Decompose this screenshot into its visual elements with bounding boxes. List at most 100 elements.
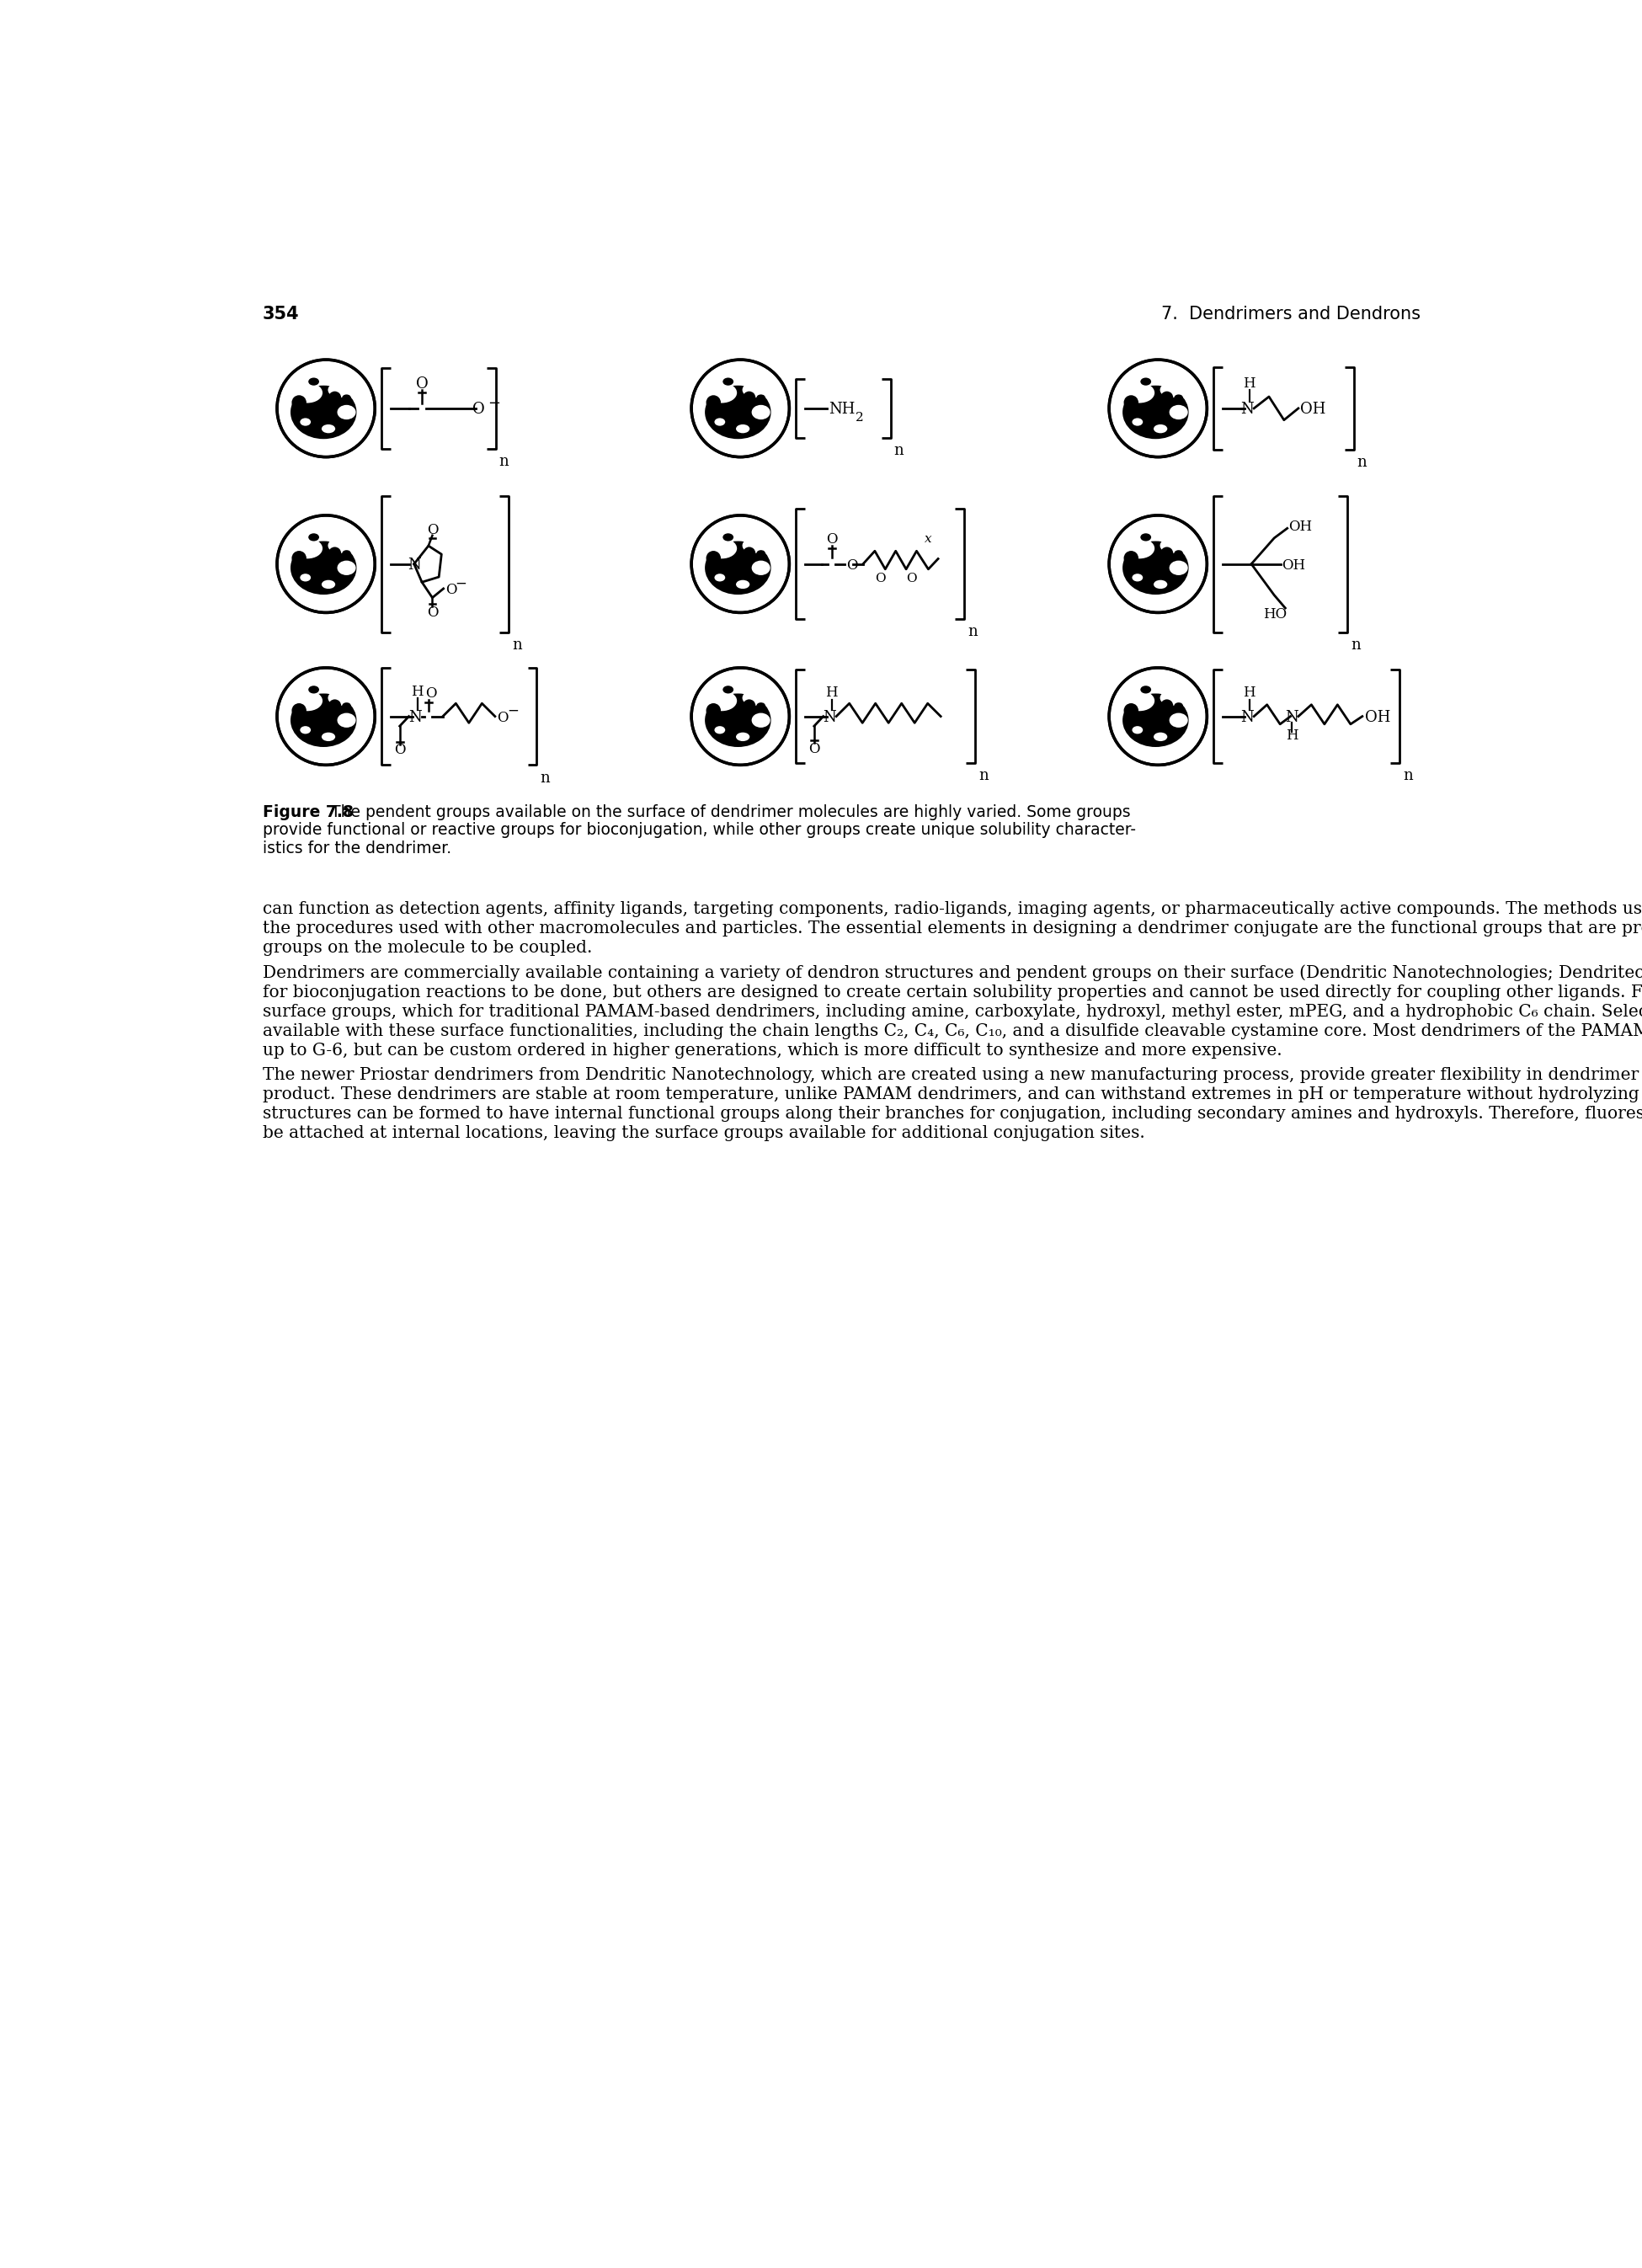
Text: O: O	[826, 533, 837, 547]
Text: n: n	[1356, 456, 1366, 469]
Ellipse shape	[1174, 551, 1182, 556]
Ellipse shape	[752, 406, 770, 420]
Circle shape	[742, 392, 755, 404]
Ellipse shape	[704, 386, 772, 440]
Circle shape	[706, 703, 721, 719]
Text: The newer Priostar dendrimers from Dendritic Nanotechnology, which are created u: The newer Priostar dendrimers from Dendr…	[263, 1068, 1642, 1084]
Text: −: −	[455, 576, 466, 590]
Circle shape	[691, 515, 790, 612]
Ellipse shape	[1131, 726, 1143, 735]
Ellipse shape	[757, 703, 765, 710]
Text: O: O	[415, 376, 429, 392]
Text: H: H	[1243, 685, 1256, 701]
Circle shape	[328, 699, 342, 712]
Ellipse shape	[328, 381, 351, 397]
Text: H: H	[410, 685, 424, 699]
Circle shape	[1123, 395, 1138, 411]
Ellipse shape	[736, 733, 750, 742]
Text: O: O	[394, 744, 406, 758]
Ellipse shape	[757, 551, 765, 556]
Text: n: n	[540, 771, 550, 785]
Text: for bioconjugation reactions to be done, but others are designed to create certa: for bioconjugation reactions to be done,…	[263, 984, 1642, 1000]
Ellipse shape	[300, 726, 310, 735]
Text: n: n	[1350, 637, 1361, 653]
Circle shape	[292, 395, 307, 411]
Ellipse shape	[714, 417, 726, 426]
Text: OH: OH	[1365, 710, 1391, 726]
Text: be attached at internal locations, leaving the surface groups available for addi: be attached at internal locations, leavi…	[263, 1125, 1144, 1141]
Ellipse shape	[1154, 733, 1167, 742]
Circle shape	[1108, 667, 1207, 764]
Circle shape	[1108, 515, 1207, 612]
Ellipse shape	[1159, 538, 1184, 553]
Ellipse shape	[1125, 383, 1154, 404]
Text: product. These dendrimers are stable at room temperature, unlike PAMAM dendrimer: product. These dendrimers are stable at …	[263, 1086, 1642, 1102]
Circle shape	[328, 547, 342, 560]
Ellipse shape	[1125, 689, 1154, 712]
Ellipse shape	[706, 538, 737, 558]
Ellipse shape	[722, 533, 734, 542]
Text: O: O	[846, 558, 857, 572]
Text: x: x	[924, 533, 933, 544]
Ellipse shape	[291, 542, 356, 594]
Ellipse shape	[300, 574, 310, 581]
Ellipse shape	[1123, 386, 1189, 440]
Text: provide functional or reactive groups for bioconjugation, while other groups cre: provide functional or reactive groups fo…	[263, 821, 1136, 839]
Circle shape	[292, 703, 307, 719]
Ellipse shape	[1123, 542, 1189, 594]
Ellipse shape	[1141, 685, 1151, 694]
Ellipse shape	[742, 689, 765, 705]
Ellipse shape	[337, 560, 356, 576]
Ellipse shape	[1154, 581, 1167, 590]
Ellipse shape	[752, 560, 770, 576]
Ellipse shape	[714, 726, 726, 735]
Text: n: n	[979, 769, 988, 782]
Text: −: −	[507, 703, 519, 719]
Text: O: O	[875, 572, 885, 585]
Text: groups on the molecule to be coupled.: groups on the molecule to be coupled.	[263, 941, 593, 957]
Ellipse shape	[1154, 424, 1167, 433]
Ellipse shape	[291, 694, 356, 746]
Ellipse shape	[742, 538, 765, 553]
Text: Figure 7.8: Figure 7.8	[263, 803, 353, 821]
Ellipse shape	[322, 581, 335, 590]
Ellipse shape	[704, 542, 772, 594]
Ellipse shape	[1174, 703, 1182, 710]
Ellipse shape	[309, 533, 319, 542]
Text: The pendent groups available on the surface of dendrimer molecules are highly va: The pendent groups available on the surf…	[332, 803, 1131, 821]
Circle shape	[277, 515, 374, 612]
Ellipse shape	[1141, 379, 1151, 386]
Circle shape	[1161, 699, 1172, 712]
Circle shape	[742, 547, 755, 560]
Text: n: n	[499, 454, 509, 469]
Text: HO: HO	[1263, 608, 1287, 621]
Ellipse shape	[342, 703, 351, 710]
Ellipse shape	[292, 538, 322, 558]
Circle shape	[691, 361, 790, 456]
Text: O: O	[427, 606, 438, 619]
Ellipse shape	[1141, 533, 1151, 542]
Circle shape	[706, 395, 721, 411]
Text: 7.  Dendrimers and Dendrons: 7. Dendrimers and Dendrons	[1161, 306, 1420, 322]
Ellipse shape	[322, 424, 335, 433]
Ellipse shape	[1169, 406, 1187, 420]
Text: n: n	[512, 637, 522, 653]
Text: H: H	[1286, 728, 1297, 744]
Ellipse shape	[757, 395, 765, 401]
Text: H: H	[1243, 376, 1256, 390]
Ellipse shape	[1169, 560, 1187, 576]
Circle shape	[277, 667, 374, 764]
Ellipse shape	[706, 689, 737, 712]
Ellipse shape	[704, 694, 772, 746]
Text: structures can be formed to have internal functional groups along their branches: structures can be formed to have interna…	[263, 1107, 1642, 1123]
Circle shape	[1161, 392, 1172, 404]
Text: Dendrimers are commercially available containing a variety of dendron structures: Dendrimers are commercially available co…	[263, 964, 1642, 982]
Ellipse shape	[292, 383, 322, 404]
Ellipse shape	[337, 712, 356, 728]
Circle shape	[691, 667, 790, 764]
Ellipse shape	[300, 417, 310, 426]
Ellipse shape	[1174, 395, 1182, 401]
Ellipse shape	[337, 406, 356, 420]
Circle shape	[1108, 361, 1207, 456]
Ellipse shape	[1159, 689, 1184, 705]
